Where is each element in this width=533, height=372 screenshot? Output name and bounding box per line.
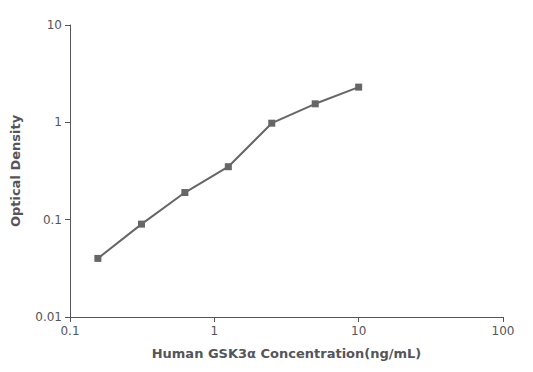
svg-text:0.1: 0.1 (43, 213, 62, 227)
svg-text:0.01: 0.01 (35, 310, 62, 324)
svg-text:10: 10 (351, 324, 366, 338)
svg-text:100: 100 (492, 324, 515, 338)
svg-text:1: 1 (54, 115, 62, 129)
svg-text:0.1: 0.1 (60, 324, 79, 338)
svg-text:1: 1 (211, 324, 219, 338)
svg-text:Human GSK3α Concentration(ng/m: Human GSK3α Concentration(ng/mL) (152, 346, 422, 361)
svg-text:10: 10 (47, 18, 62, 32)
svg-text:Optical Density: Optical Density (8, 114, 23, 227)
